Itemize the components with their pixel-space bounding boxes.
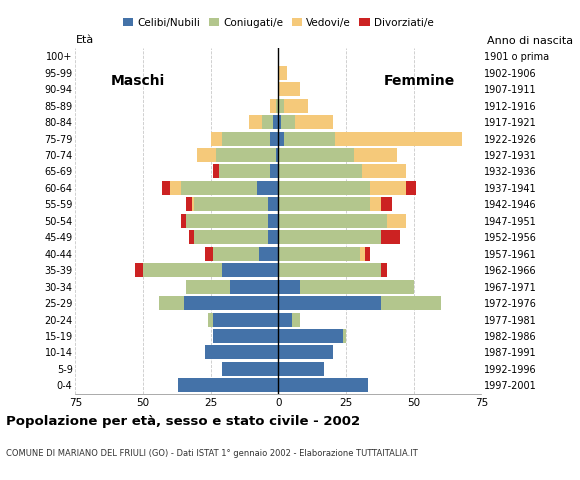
Bar	[278, 82, 300, 96]
Bar	[186, 280, 230, 294]
Bar	[189, 230, 194, 244]
Bar	[170, 181, 181, 195]
Bar	[381, 197, 392, 211]
Bar	[262, 115, 273, 129]
Bar	[278, 230, 381, 244]
Bar	[371, 197, 381, 211]
Bar	[249, 115, 262, 129]
Bar	[343, 329, 346, 343]
Bar	[160, 296, 184, 310]
Bar	[197, 148, 216, 162]
Bar	[387, 214, 405, 228]
Bar	[135, 263, 143, 277]
Bar	[360, 247, 365, 261]
Bar	[278, 197, 371, 211]
Bar	[186, 214, 267, 228]
Bar	[278, 312, 292, 326]
Legend: Celibi/Nubili, Coniugati/e, Vedovi/e, Divorziati/e: Celibi/Nubili, Coniugati/e, Vedovi/e, Di…	[119, 13, 438, 32]
Bar	[259, 247, 278, 261]
Bar	[300, 280, 414, 294]
Bar	[381, 230, 400, 244]
Bar	[184, 296, 278, 310]
Text: COMUNE DI MARIANO DEL FRIULI (GO) - Dati ISTAT 1° gennaio 2002 - Elaborazione TU: COMUNE DI MARIANO DEL FRIULI (GO) - Dati…	[6, 449, 418, 458]
Bar	[381, 296, 441, 310]
Bar	[278, 148, 354, 162]
Bar	[278, 66, 287, 80]
Bar	[205, 247, 213, 261]
Bar	[354, 148, 397, 162]
Bar	[405, 181, 416, 195]
Bar	[143, 263, 222, 277]
Bar	[219, 165, 270, 179]
Text: Anno di nascita: Anno di nascita	[487, 36, 573, 46]
Bar	[278, 132, 284, 145]
Bar	[278, 247, 360, 261]
Bar	[278, 362, 324, 376]
Bar	[278, 263, 381, 277]
Bar	[278, 346, 332, 360]
Bar	[213, 247, 259, 261]
Bar	[222, 362, 278, 376]
Text: Maschi: Maschi	[111, 74, 165, 88]
Bar	[276, 98, 278, 113]
Bar	[270, 165, 278, 179]
Text: Femmine: Femmine	[383, 74, 455, 88]
Bar	[278, 378, 368, 392]
Bar	[162, 181, 170, 195]
Bar	[222, 263, 278, 277]
Bar	[278, 214, 387, 228]
Bar	[270, 98, 276, 113]
Bar	[194, 230, 267, 244]
Bar	[295, 115, 332, 129]
Bar	[213, 165, 219, 179]
Bar	[365, 247, 371, 261]
Bar	[267, 197, 278, 211]
Bar	[216, 148, 276, 162]
Bar	[211, 132, 222, 145]
Bar	[278, 280, 300, 294]
Bar	[213, 329, 278, 343]
Bar	[222, 132, 270, 145]
Bar	[292, 312, 300, 326]
Bar	[194, 197, 267, 211]
Bar	[186, 197, 192, 211]
Bar	[278, 296, 381, 310]
Bar	[281, 115, 295, 129]
Text: Popolazione per età, sesso e stato civile - 2002: Popolazione per età, sesso e stato civil…	[6, 415, 360, 428]
Bar	[278, 165, 362, 179]
Bar	[273, 115, 278, 129]
Bar	[278, 98, 284, 113]
Bar	[362, 165, 405, 179]
Bar	[208, 312, 213, 326]
Bar	[230, 280, 278, 294]
Bar	[178, 378, 278, 392]
Text: Età: Età	[75, 35, 93, 45]
Bar	[335, 132, 462, 145]
Bar	[192, 197, 194, 211]
Bar	[278, 329, 343, 343]
Bar	[381, 263, 387, 277]
Bar	[267, 214, 278, 228]
Bar	[181, 214, 186, 228]
Bar	[284, 132, 335, 145]
Bar	[181, 181, 257, 195]
Bar	[205, 346, 278, 360]
Bar	[278, 181, 371, 195]
Bar	[267, 230, 278, 244]
Bar	[371, 181, 405, 195]
Bar	[213, 312, 278, 326]
Bar	[270, 132, 278, 145]
Bar	[276, 148, 278, 162]
Bar	[284, 98, 308, 113]
Bar	[257, 181, 278, 195]
Bar	[278, 115, 281, 129]
